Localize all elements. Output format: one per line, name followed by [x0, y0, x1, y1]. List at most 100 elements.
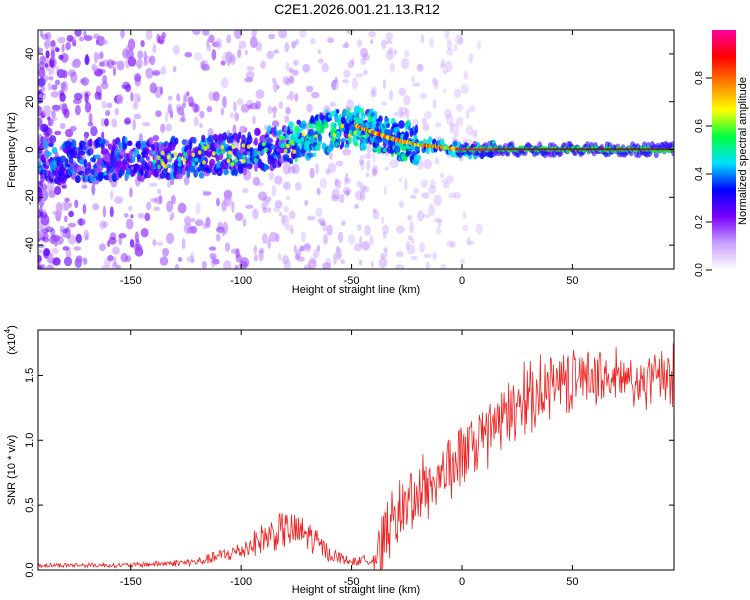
spectrogram-blob — [273, 126, 277, 136]
snr-x-tick-label: -50 — [344, 576, 360, 588]
spectrogram-blob — [398, 87, 407, 96]
spectrogram-blob — [186, 169, 191, 179]
spectrogram-blob — [38, 77, 46, 87]
spectrogram-blob — [193, 52, 203, 61]
spectrogram-blob — [179, 117, 187, 123]
spectrogram-blob — [229, 53, 236, 66]
spectrogram-blob — [110, 190, 114, 200]
spectrogram-blob — [246, 66, 255, 71]
spectrogram-blob — [398, 142, 404, 149]
spectrogram-blob — [355, 73, 365, 78]
spectrogram-blob — [444, 30, 450, 40]
spectrogram-blob — [152, 238, 157, 247]
spectrogram-blob — [430, 179, 436, 189]
spectrogram-blob — [215, 233, 221, 242]
spectrogram-blob — [101, 39, 109, 45]
spectrogram-blob — [354, 190, 363, 201]
spectrogram-blob — [244, 49, 248, 56]
spectrogram-blob — [360, 112, 366, 119]
spectrogram-blob — [335, 130, 341, 139]
spectrogram-blob — [125, 255, 132, 263]
spectrogram-blob — [364, 133, 369, 139]
spectrogram-blob — [47, 252, 54, 264]
spectrogram-blob — [397, 106, 403, 119]
spectrogram-blob — [278, 135, 283, 140]
spectrogram-blob — [414, 124, 419, 134]
spectrogram-blob — [133, 113, 142, 120]
spectrogram-blob — [221, 227, 226, 237]
spectrogram-blob — [249, 36, 258, 49]
spectrogram-blob — [74, 175, 81, 184]
spectrogram-blob — [395, 225, 405, 234]
spectrogram-blob — [423, 111, 432, 120]
spectrogram-blob — [365, 172, 370, 177]
spectrogram-blob — [294, 93, 299, 102]
spectrogram-blob — [72, 152, 77, 159]
spectrogram-blob — [462, 224, 469, 232]
spectrogram-blob — [68, 210, 74, 218]
spectrogram-blob — [310, 91, 320, 99]
spectrogram-blob — [246, 135, 253, 145]
spectrogram-blob — [184, 51, 193, 58]
spectrogram-blob — [186, 255, 195, 263]
spectrogram-blob — [68, 222, 77, 228]
spectrogram-blob — [347, 234, 356, 245]
spectrogram-blob — [267, 150, 271, 157]
spectrogram-x-tick-label: -150 — [120, 275, 142, 287]
spectrogram-blob — [354, 106, 362, 115]
spectrogram-x-tick-label: -50 — [344, 275, 360, 287]
spectrogram-blob — [290, 227, 294, 235]
spectrogram-blob — [462, 211, 467, 220]
spectrogram-blob — [358, 155, 366, 160]
spectrogram-blob — [157, 164, 161, 170]
spectrogram-blob — [245, 204, 254, 209]
spectrogram-blob — [289, 159, 294, 165]
spectrogram-blob — [132, 102, 139, 110]
spectrogram-blob — [177, 162, 182, 167]
spectrogram-blob — [101, 264, 111, 269]
spectrogram-blob — [263, 124, 268, 131]
spectrogram-blob — [61, 184, 67, 189]
spectrogram-blob — [246, 163, 253, 170]
snr-scale-close: ) — [6, 325, 18, 329]
spectrogram-blob — [226, 158, 231, 164]
spectrogram-blob — [460, 83, 469, 95]
spectrogram-blob — [160, 65, 167, 76]
spectrogram-blob — [199, 110, 205, 119]
spectrogram-blob — [454, 34, 464, 45]
spectrogram-blob — [105, 110, 111, 117]
spectrogram-blob — [111, 261, 119, 269]
spectrogram-blob — [92, 203, 100, 211]
spectrogram-blob — [451, 122, 460, 135]
spectrogram-blob — [231, 201, 235, 213]
spectrogram-blob — [53, 185, 62, 196]
spectrogram-blob — [439, 171, 444, 179]
spectrogram-blob — [187, 226, 194, 234]
colorbar-tick-label: 0.6 — [694, 119, 705, 133]
spectrogram-blob — [130, 155, 136, 163]
spectrogram-blob — [344, 41, 349, 49]
spectrogram-blob — [421, 192, 430, 199]
spectrogram-blob — [40, 91, 47, 101]
spectrogram-blob — [62, 246, 69, 251]
spectrogram-blob — [281, 255, 290, 265]
spectrogram-blob — [242, 154, 246, 159]
spectrogram-blob — [271, 184, 277, 197]
spectrogram-blob — [340, 258, 346, 265]
spectrogram-blob — [216, 197, 220, 207]
spectrogram-blob — [208, 34, 215, 44]
spectrogram-blob — [413, 187, 420, 194]
spectrogram-blob — [384, 166, 389, 171]
spectrogram-blob — [431, 79, 440, 86]
spectrogram-blob — [111, 118, 118, 128]
spectrogram-blob — [160, 123, 166, 133]
spectrogram-blob — [63, 256, 73, 267]
spectrogram-blob — [58, 54, 64, 60]
spectrogram-blob — [81, 184, 88, 189]
spectrogram-blob — [59, 122, 66, 129]
colorbar-tick-label: 0.4 — [694, 167, 705, 181]
spectrogram-blob — [444, 108, 452, 119]
spectrogram-blob — [38, 196, 42, 203]
spectrogram-blob — [116, 60, 125, 71]
spectrogram-blob — [309, 256, 317, 264]
